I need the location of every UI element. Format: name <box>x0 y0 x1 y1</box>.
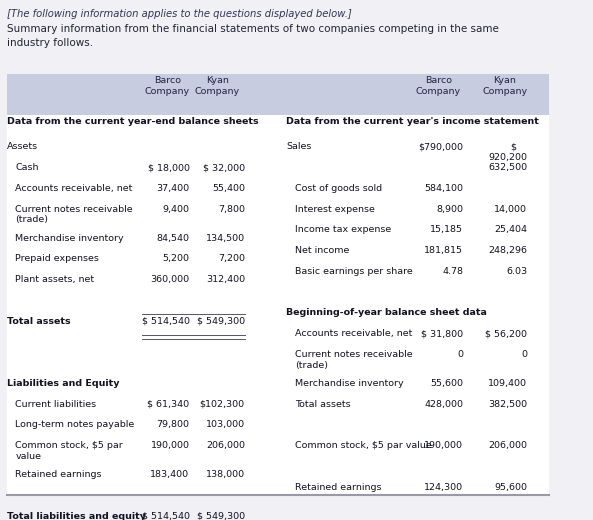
Text: Prepaid expenses: Prepaid expenses <box>15 254 99 264</box>
Text: Long-term notes payable: Long-term notes payable <box>15 420 135 430</box>
Text: Cost of goods sold: Cost of goods sold <box>295 184 382 193</box>
Text: Data from the current year-end balance sheets: Data from the current year-end balance s… <box>7 118 259 126</box>
Text: Assets: Assets <box>7 142 38 151</box>
Text: Kyan
Company: Kyan Company <box>195 76 240 97</box>
Text: 134,500: 134,500 <box>206 233 245 243</box>
Text: 5,200: 5,200 <box>162 254 190 264</box>
Text: $ 18,000: $ 18,000 <box>148 163 190 172</box>
Text: Plant assets, net: Plant assets, net <box>15 275 94 284</box>
Text: Cash: Cash <box>15 163 39 172</box>
Text: $ 549,300: $ 549,300 <box>197 512 245 520</box>
Text: Accounts receivable, net: Accounts receivable, net <box>295 329 412 338</box>
Text: Barco
Company: Barco Company <box>416 76 461 97</box>
Text: 0: 0 <box>521 350 527 359</box>
Text: 190,000: 190,000 <box>151 441 190 450</box>
Text: 8,900: 8,900 <box>436 204 463 214</box>
Text: 0: 0 <box>457 350 463 359</box>
Text: Sales: Sales <box>286 142 312 151</box>
Text: Basic earnings per share: Basic earnings per share <box>295 267 412 276</box>
Text: $ 56,200: $ 56,200 <box>485 329 527 338</box>
Text: $102,300: $102,300 <box>200 400 245 409</box>
Text: $ 31,800: $ 31,800 <box>421 329 463 338</box>
Text: Current notes receivable
(trade): Current notes receivable (trade) <box>15 204 133 224</box>
Text: 15,185: 15,185 <box>431 225 463 235</box>
Text: Beginning-of-year balance sheet data: Beginning-of-year balance sheet data <box>286 308 487 317</box>
Text: 95,600: 95,600 <box>494 483 527 491</box>
Text: 584,100: 584,100 <box>425 184 463 193</box>
Text: $ 514,540: $ 514,540 <box>142 317 190 326</box>
FancyBboxPatch shape <box>7 74 549 115</box>
Text: $ 549,300: $ 549,300 <box>197 317 245 326</box>
Text: 124,300: 124,300 <box>424 483 463 491</box>
Text: Total assets: Total assets <box>7 317 71 326</box>
Text: 138,000: 138,000 <box>206 470 245 479</box>
Text: 55,600: 55,600 <box>431 379 463 388</box>
Text: 79,800: 79,800 <box>157 420 190 430</box>
Text: 84,540: 84,540 <box>157 233 190 243</box>
Text: $ 61,340: $ 61,340 <box>148 400 190 409</box>
Text: Data from the current year's income statement: Data from the current year's income stat… <box>286 118 539 126</box>
Text: Current notes receivable
(trade): Current notes receivable (trade) <box>295 350 412 370</box>
Text: 7,200: 7,200 <box>218 254 245 264</box>
Text: 25,404: 25,404 <box>494 225 527 235</box>
Text: 312,400: 312,400 <box>206 275 245 284</box>
Text: 183,400: 183,400 <box>151 470 190 479</box>
Text: 181,815: 181,815 <box>425 246 463 255</box>
Text: 206,000: 206,000 <box>488 441 527 450</box>
Text: 9,400: 9,400 <box>162 204 190 214</box>
Text: Kyan
Company: Kyan Company <box>482 76 528 97</box>
FancyBboxPatch shape <box>7 74 549 496</box>
Text: 632,500: 632,500 <box>488 163 527 172</box>
Text: 7,800: 7,800 <box>218 204 245 214</box>
Text: $790,000: $790,000 <box>419 142 463 151</box>
Text: Retained earnings: Retained earnings <box>295 483 381 491</box>
Text: Barco
Company: Barco Company <box>145 76 190 97</box>
Text: $ 514,540: $ 514,540 <box>142 512 190 520</box>
Text: 920,200: 920,200 <box>488 153 527 162</box>
Text: 55,400: 55,400 <box>212 184 245 193</box>
Text: 103,000: 103,000 <box>206 420 245 430</box>
Text: Current liabilities: Current liabilities <box>15 400 96 409</box>
Text: $: $ <box>511 142 517 151</box>
Text: Interest expense: Interest expense <box>295 204 375 214</box>
Text: Accounts receivable, net: Accounts receivable, net <box>15 184 133 193</box>
Text: 428,000: 428,000 <box>425 400 463 409</box>
Text: Total assets: Total assets <box>295 400 350 409</box>
Text: 206,000: 206,000 <box>206 441 245 450</box>
Text: Retained earnings: Retained earnings <box>15 470 102 479</box>
Text: $ 32,000: $ 32,000 <box>203 163 245 172</box>
Text: 190,000: 190,000 <box>425 441 463 450</box>
Text: 4.78: 4.78 <box>442 267 463 276</box>
Text: Merchandise inventory: Merchandise inventory <box>295 379 403 388</box>
Text: Common stock, $5 par value: Common stock, $5 par value <box>295 441 431 450</box>
Text: 14,000: 14,000 <box>494 204 527 214</box>
Text: 37,400: 37,400 <box>157 184 190 193</box>
Text: 360,000: 360,000 <box>151 275 190 284</box>
Text: [The following information applies to the questions displayed below.]: [The following information applies to th… <box>7 9 352 19</box>
Text: Net income: Net income <box>295 246 349 255</box>
Text: 6.03: 6.03 <box>506 267 527 276</box>
Text: Merchandise inventory: Merchandise inventory <box>15 233 124 243</box>
Text: 248,296: 248,296 <box>488 246 527 255</box>
Text: Common stock, $5 par
value: Common stock, $5 par value <box>15 441 123 461</box>
Text: Liabilities and Equity: Liabilities and Equity <box>7 379 119 388</box>
Text: Income tax expense: Income tax expense <box>295 225 391 235</box>
Text: 382,500: 382,500 <box>488 400 527 409</box>
Text: Total liabilities and equity: Total liabilities and equity <box>7 512 146 520</box>
Text: 109,400: 109,400 <box>488 379 527 388</box>
Text: Summary information from the financial statements of two companies competing in : Summary information from the financial s… <box>7 24 499 48</box>
